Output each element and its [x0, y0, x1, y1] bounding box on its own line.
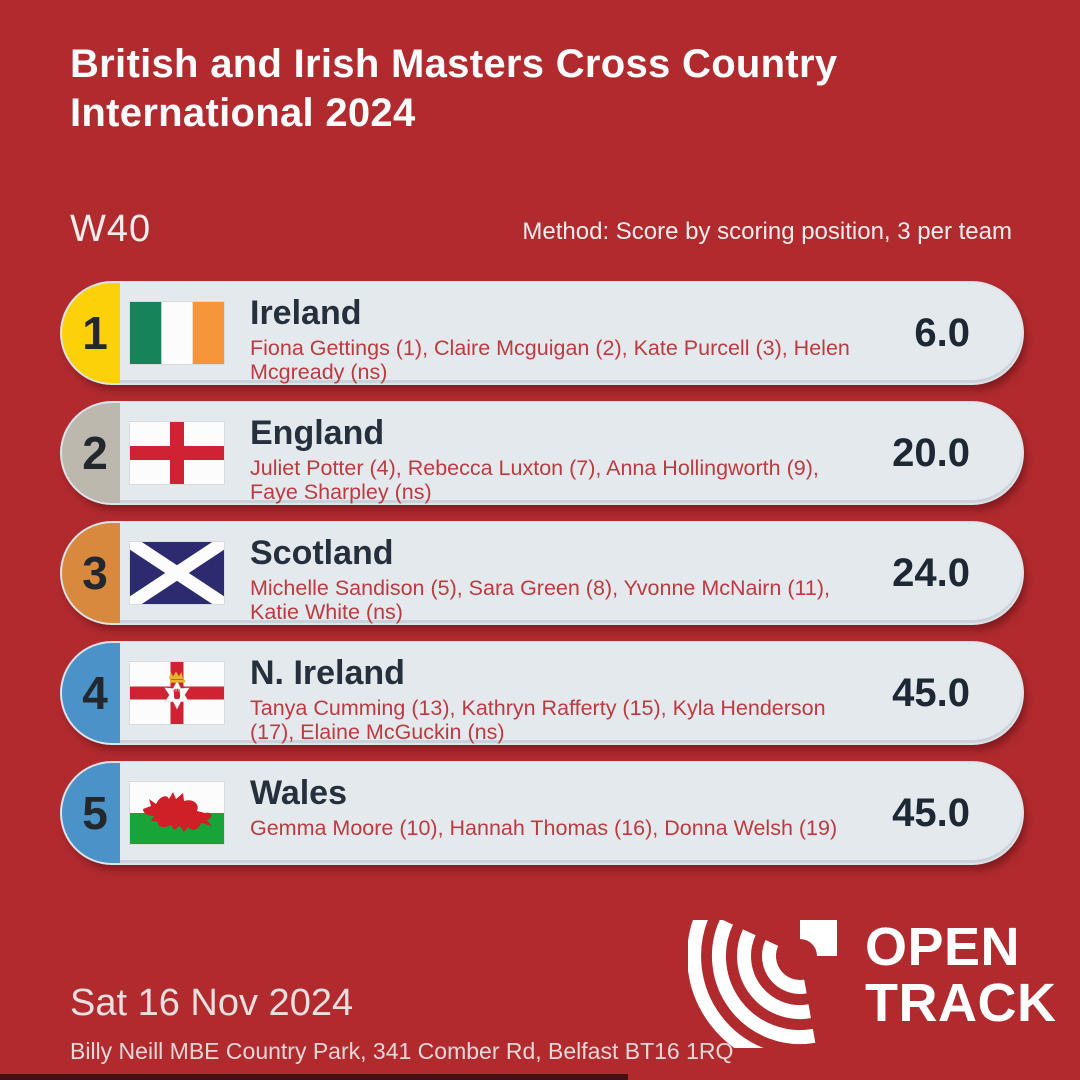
team-name: England	[250, 414, 385, 452]
rank-badge: 3	[62, 523, 120, 623]
rank-number: 5	[82, 787, 108, 839]
opentrack-word-track: TRACK	[865, 972, 1057, 1033]
rank-number: 4	[82, 667, 108, 719]
team-score: 24.0	[892, 550, 970, 595]
team-athletes: Gemma Moore (10), Hannah Thomas (16), Do…	[250, 816, 838, 841]
team-flag	[129, 781, 225, 845]
result-row: 2 England Juliet Potter (4), Rebecca Lux…	[62, 403, 1022, 505]
rank-number: 2	[82, 427, 108, 479]
results-list: 1 Ireland Fiona Gettings (1), Claire Mcg…	[62, 283, 1022, 863]
team-athletes: Michelle Sandison (5), Sara Green (8), Y…	[250, 576, 830, 625]
result-row: 4 N. Ireland Tanya Cumming (13), Kathryn…	[62, 643, 1022, 745]
team-info: England Juliet Potter (4), Rebecca Luxto…	[250, 414, 892, 505]
team-score: 6.0	[914, 310, 970, 355]
wales-flag-icon	[129, 781, 225, 845]
rank-badge: 5	[62, 763, 120, 863]
event-title: British and Irish Masters Cross Country …	[70, 42, 838, 136]
scoring-method: Method: Score by scoring position, 3 per…	[522, 218, 1012, 245]
result-row: 3 Scotland Michelle Sandison (5), Sara G…	[62, 523, 1022, 625]
team-flag	[129, 421, 225, 485]
team-score: 45.0	[892, 670, 970, 715]
ireland-flag-icon	[129, 301, 225, 365]
bottom-progress-bar	[0, 1074, 628, 1080]
team-name: Wales	[250, 774, 348, 812]
team-athletes: Juliet Potter (4), Rebecca Luxton (7), A…	[250, 456, 819, 505]
england-flag-icon	[129, 421, 225, 485]
team-athletes: Tanya Cumming (13), Kathryn Rafferty (15…	[250, 696, 826, 745]
event-venue: Billy Neill MBE Country Park, 341 Comber…	[70, 1038, 734, 1064]
team-score: 45.0	[892, 790, 970, 835]
opentrack-word-open: OPEN	[865, 917, 1021, 977]
rank-badge: 1	[62, 283, 120, 383]
team-name: N. Ireland	[250, 654, 405, 692]
team-name: Scotland	[250, 534, 394, 572]
team-athletes: Fiona Gettings (1), Claire Mcguigan (2),…	[250, 336, 850, 385]
team-info: Scotland Michelle Sandison (5), Sara Gre…	[250, 534, 892, 625]
scotland-flag-icon	[129, 541, 225, 605]
opentrack-wordmark: OPEN TRACK	[865, 917, 1057, 1033]
team-name: Ireland	[250, 294, 362, 332]
team-flag	[129, 541, 225, 605]
event-date: Sat 16 Nov 2024	[70, 982, 354, 1024]
opentrack-arcs-icon	[688, 920, 837, 1048]
team-flag	[129, 301, 225, 365]
team-info: Ireland Fiona Gettings (1), Claire Mcgui…	[250, 294, 892, 385]
team-info: Wales Gemma Moore (10), Hannah Thomas (1…	[250, 774, 892, 840]
result-row: 5 Wales Gemma Moore (10), Hannah Thomas …	[62, 763, 1022, 863]
rank-badge: 2	[62, 403, 120, 503]
rank-badge: 4	[62, 643, 120, 743]
opentrack-logo: OPEN TRACK	[688, 917, 1057, 1048]
team-score: 20.0	[892, 430, 970, 475]
rank-number: 3	[82, 547, 108, 599]
nireland-flag-icon	[129, 661, 225, 725]
team-info: N. Ireland Tanya Cumming (13), Kathryn R…	[250, 654, 892, 745]
rank-number: 1	[82, 307, 108, 359]
result-row: 1 Ireland Fiona Gettings (1), Claire Mcg…	[62, 283, 1022, 385]
team-flag	[129, 661, 225, 725]
category-label: W40	[70, 208, 152, 250]
section-header: W40 Method: Score by scoring position, 3…	[70, 208, 1012, 251]
